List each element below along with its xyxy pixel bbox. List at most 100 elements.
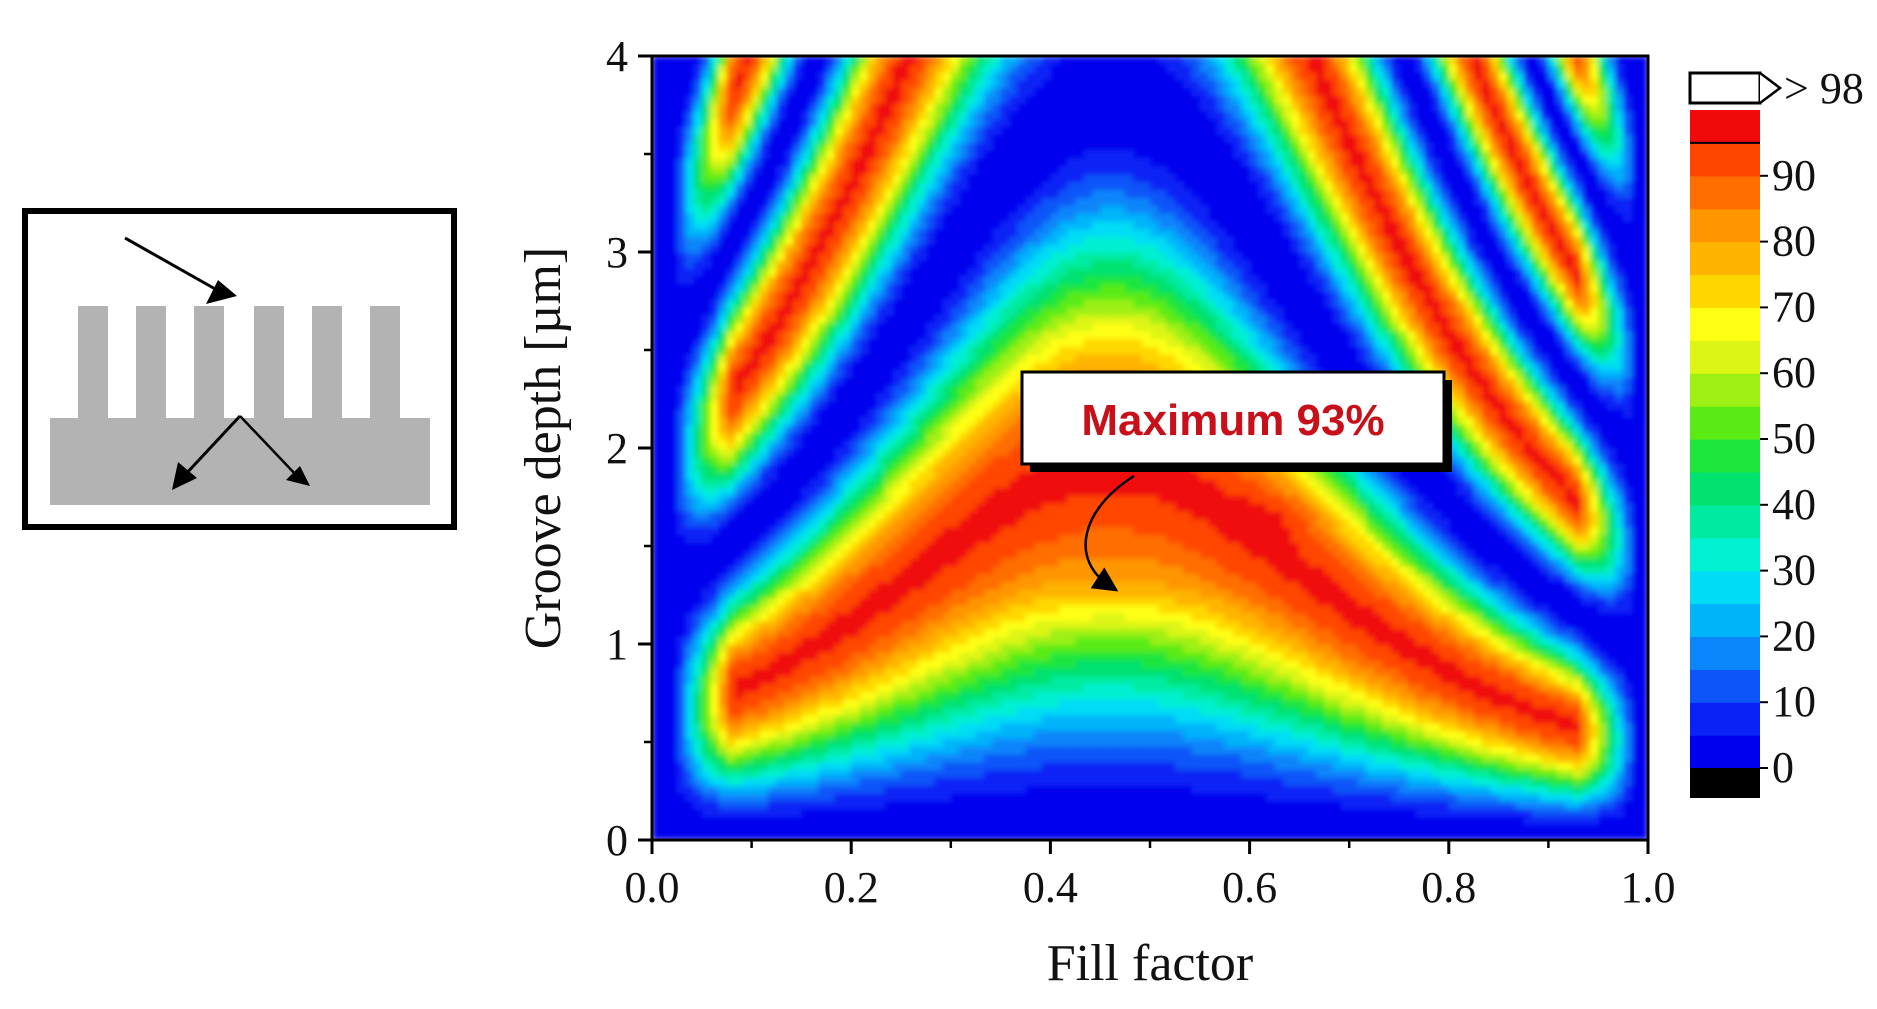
contour-cell xyxy=(1166,604,1176,614)
contour-cell xyxy=(1008,353,1018,363)
contour-cell xyxy=(826,628,836,637)
contour-cell xyxy=(1174,706,1184,716)
contour-cell xyxy=(751,761,761,771)
contour-cell xyxy=(1125,777,1135,786)
contour-cell xyxy=(701,220,711,230)
contour-cell xyxy=(726,738,736,747)
contour-cell xyxy=(1000,691,1010,700)
contour-cell xyxy=(751,706,761,716)
contour-cell xyxy=(909,110,919,120)
contour-cell xyxy=(842,620,852,630)
contour-cell xyxy=(1017,714,1027,724)
contour-cell xyxy=(851,510,861,520)
contour-cell xyxy=(950,636,960,645)
contour-cell xyxy=(909,416,919,426)
contour-cell xyxy=(784,620,794,630)
contour-cell xyxy=(1091,769,1101,779)
contour-cell xyxy=(676,244,686,253)
contour-cell xyxy=(842,134,852,144)
contour-cell xyxy=(909,71,919,81)
contour-cell xyxy=(1033,487,1043,496)
contour-cell xyxy=(718,706,728,716)
contour-cell xyxy=(1091,612,1101,622)
contour-cell xyxy=(743,706,753,716)
contour-cell xyxy=(1033,510,1043,520)
contour-cell xyxy=(1158,479,1168,488)
contour-cell xyxy=(1150,471,1160,481)
contour-cell xyxy=(676,236,686,245)
contour-cell xyxy=(901,542,911,551)
contour-cell xyxy=(1008,79,1018,89)
contour-cell xyxy=(718,416,728,426)
contour-cell xyxy=(726,455,736,465)
contour-cell xyxy=(826,126,836,136)
contour-cell xyxy=(925,518,935,528)
contour-cell xyxy=(1017,581,1027,590)
contour-cell xyxy=(901,440,911,449)
contour-cell xyxy=(1083,651,1093,661)
contour-cell xyxy=(959,150,969,159)
contour-cell xyxy=(1083,283,1093,292)
contour-cell xyxy=(967,549,977,559)
contour-cell xyxy=(1042,361,1052,371)
contour-cell xyxy=(809,181,819,191)
contour-cell xyxy=(818,361,828,371)
contour-cell xyxy=(801,338,811,347)
contour-cell xyxy=(834,212,844,222)
contour-cell xyxy=(859,259,869,269)
contour-cell xyxy=(876,628,886,637)
contour-cell xyxy=(768,722,778,732)
contour-cell xyxy=(1141,220,1151,230)
contour-cell xyxy=(1067,291,1077,300)
contour-cell xyxy=(1133,604,1143,614)
contour-cell xyxy=(834,448,844,457)
contour-cell xyxy=(718,753,728,763)
contour-cell xyxy=(759,659,769,669)
contour-cell xyxy=(1025,244,1035,253)
contour-cell xyxy=(984,95,994,104)
contour-cell xyxy=(992,628,1002,637)
contour-cell xyxy=(776,753,786,763)
contour-cell xyxy=(834,683,844,692)
contour-cell xyxy=(1008,573,1018,583)
contour-cell xyxy=(818,259,828,269)
contour-cell xyxy=(876,189,886,198)
contour-cell xyxy=(1075,236,1085,245)
contour-cell xyxy=(801,330,811,340)
contour-cell xyxy=(1050,361,1060,371)
contour-cell xyxy=(909,150,919,159)
contour-cell xyxy=(776,651,786,661)
contour-cell xyxy=(768,259,778,269)
contour-cell xyxy=(917,596,927,606)
contour-cell xyxy=(784,400,794,410)
contour-cell xyxy=(1100,189,1110,198)
contour-cell xyxy=(950,346,960,355)
contour-cell xyxy=(693,220,703,230)
contour-cell xyxy=(809,502,819,512)
contour-cell xyxy=(925,455,935,465)
contour-cell xyxy=(693,722,703,732)
contour-cell xyxy=(793,785,803,794)
contour-cell xyxy=(842,667,852,677)
contour-cell xyxy=(1000,330,1010,340)
contour-cell xyxy=(834,596,844,606)
contour-cell xyxy=(834,79,844,89)
contour-cell xyxy=(909,142,919,151)
contour-cell xyxy=(1091,534,1101,543)
contour-cell xyxy=(676,706,686,716)
contour-cell xyxy=(1008,424,1018,434)
contour-cell xyxy=(1067,651,1077,661)
contour-cell xyxy=(701,604,711,614)
contour-cell xyxy=(826,220,836,230)
contour-cell xyxy=(950,573,960,583)
contour-cell xyxy=(917,738,927,747)
contour-cell xyxy=(1125,573,1135,583)
contour-cell xyxy=(710,236,720,245)
contour-cell xyxy=(826,463,836,473)
contour-cell xyxy=(776,565,786,575)
contour-cell xyxy=(1100,267,1110,277)
contour-cell xyxy=(959,330,969,340)
contour-cell xyxy=(793,306,803,316)
contour-cell xyxy=(1158,495,1168,504)
contour-cell xyxy=(942,314,952,324)
